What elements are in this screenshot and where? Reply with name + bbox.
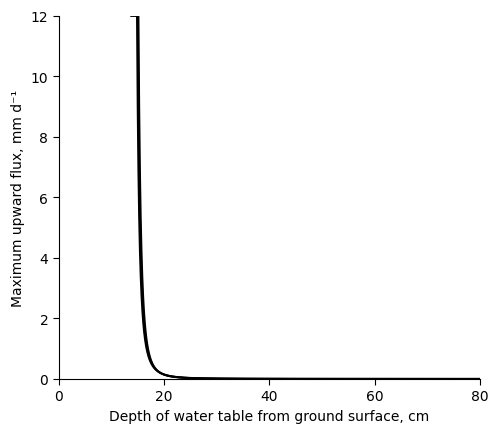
Y-axis label: Maximum upward flux, mm d⁻¹: Maximum upward flux, mm d⁻¹ [11,89,25,306]
X-axis label: Depth of water table from ground surface, cm: Depth of water table from ground surface… [110,409,430,423]
